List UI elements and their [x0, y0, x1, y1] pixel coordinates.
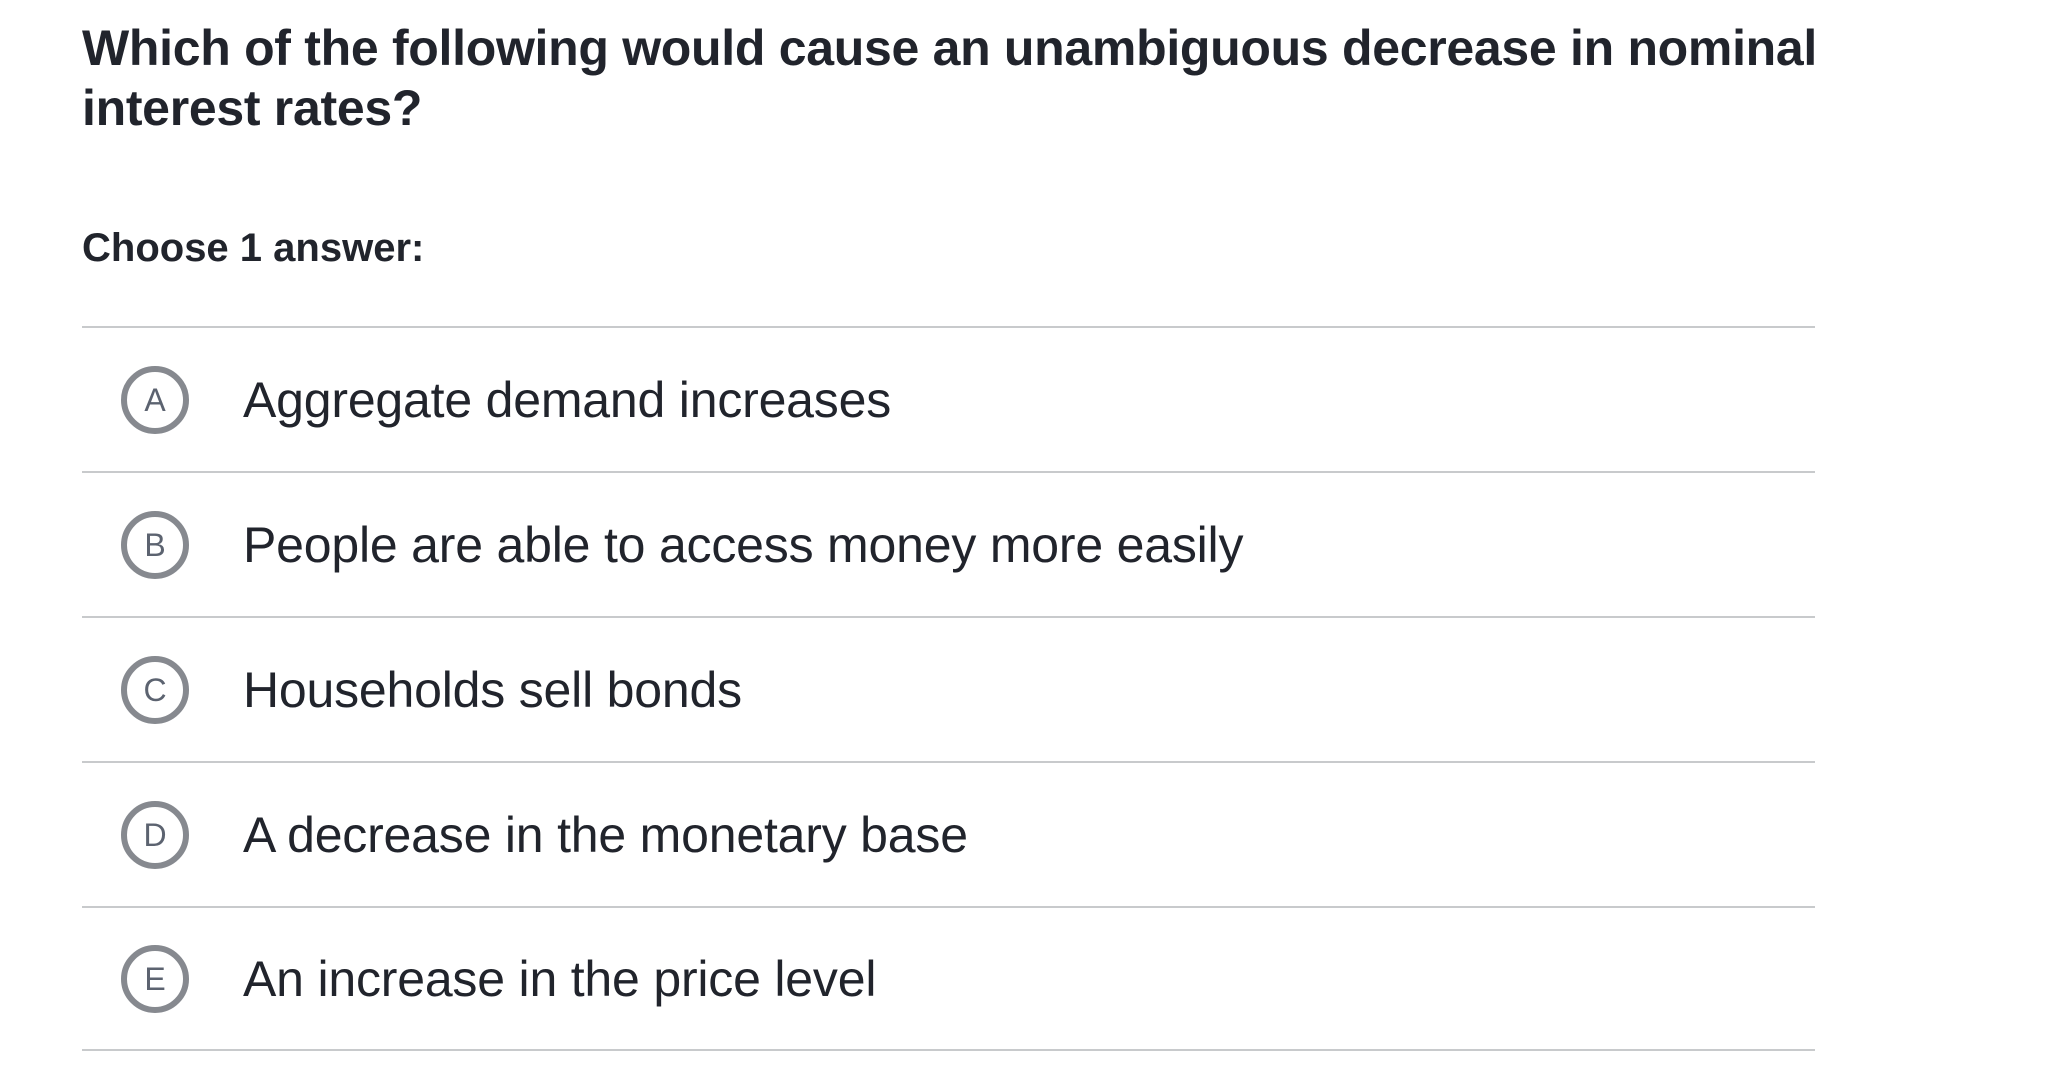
answer-option-d[interactable]: D A decrease in the monetary base: [82, 761, 1815, 906]
answer-option-b[interactable]: B People are able to access money more e…: [82, 471, 1815, 616]
answer-options-list: A Aggregate demand increases B People ar…: [82, 326, 1815, 1051]
answer-option-text: An increase in the price level: [243, 950, 877, 1007]
answer-option-a[interactable]: A Aggregate demand increases: [82, 326, 1815, 471]
answer-option-text: A decrease in the monetary base: [243, 806, 968, 863]
radio-letter-badge-c[interactable]: C: [121, 655, 189, 724]
answer-option-text: Aggregate demand increases: [243, 371, 891, 428]
radio-letter-badge-b[interactable]: B: [121, 510, 189, 579]
radio-letter-badge-a[interactable]: A: [121, 365, 189, 434]
answer-option-e[interactable]: E An increase in the price level: [82, 906, 1815, 1051]
question-text: Which of the following would cause an un…: [82, 20, 1818, 136]
radio-letter-badge-e[interactable]: E: [121, 944, 189, 1013]
answer-option-text: Households sell bonds: [243, 661, 742, 718]
choose-answer-label: Choose 1 answer:: [82, 226, 425, 270]
answer-option-text: People are able to access money more eas…: [243, 516, 1244, 573]
question-content: Which of the following would cause an un…: [82, 20, 1818, 1051]
answer-option-c[interactable]: C Households sell bonds: [82, 616, 1815, 761]
radio-letter-badge-d[interactable]: D: [121, 800, 189, 869]
